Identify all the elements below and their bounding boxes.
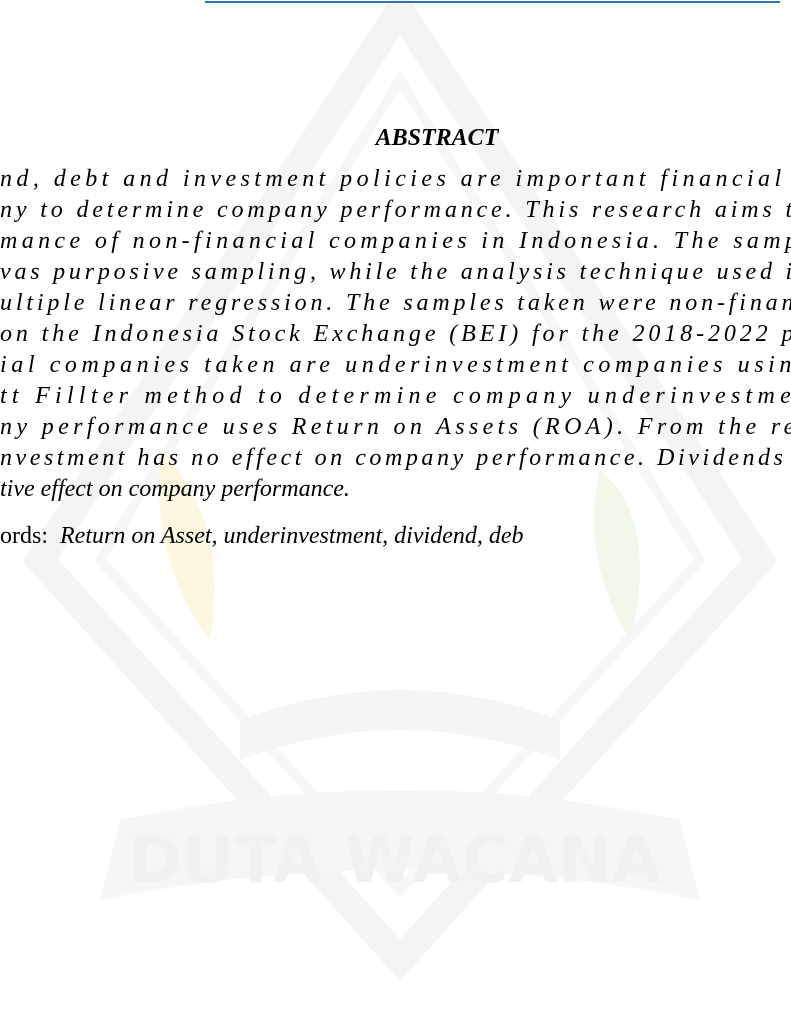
abstract-line: ny to determine company performance. Thi… <box>0 197 791 223</box>
abstract-line: nd, debt and investment policies are imp… <box>0 166 791 192</box>
watermark-text: DUTA WACANA <box>129 824 662 898</box>
abstract-title: ABSTRACT <box>374 125 500 151</box>
abstract-line: nvestment has no effect on company perfo… <box>0 445 791 471</box>
abstract-line: mance of non-financial companies in Indo… <box>0 228 791 254</box>
abstract-line: tt Fillter method to determine company u… <box>0 383 791 409</box>
abstract-line: ial companies taken are underinvestment … <box>0 352 791 378</box>
page: {"abstract": { "title": "ABSTRACT", "lin… <box>0 0 791 1029</box>
keywords-list: Return on Asset, underinvestment, divide… <box>59 523 523 549</box>
abstract-line: tive effect on company performance. <box>0 476 350 502</box>
abstract-line: on the Indonesia Stock Exchange (BEI) fo… <box>0 321 791 347</box>
abstract-line: ultiple linear regression. The samples t… <box>0 290 791 316</box>
abstract-body: nd, debt and investment policies are imp… <box>0 166 791 502</box>
abstract-line: ny performance uses Return on Assets (RO… <box>0 414 791 440</box>
keywords: ords: Return on Asset, underinvestment, … <box>0 523 523 549</box>
abstract-line: vas purposive sampling, while the analys… <box>0 259 791 285</box>
keywords-label: ords: <box>0 523 48 549</box>
document-page: DUTA WACANA ABSTRACT nd, debt and invest… <box>0 0 791 1029</box>
